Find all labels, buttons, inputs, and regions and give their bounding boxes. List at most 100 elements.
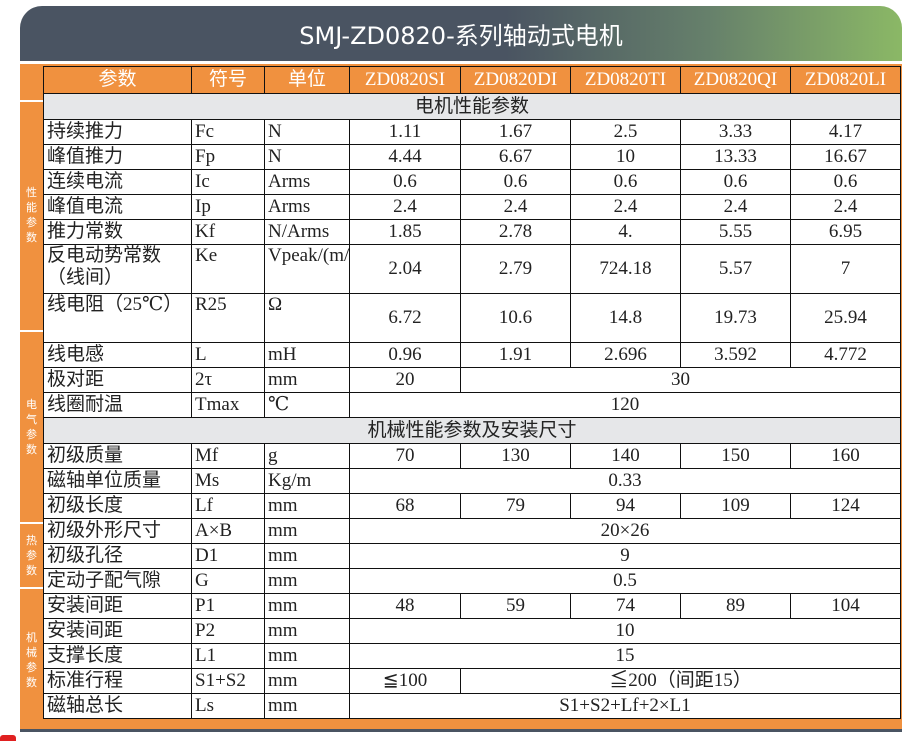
param-value: S1+S2+Lf+2×L1 bbox=[349, 693, 901, 719]
section-title: 机械性能参数及安装尺寸 bbox=[43, 417, 901, 444]
param-value: 2.5 bbox=[570, 119, 681, 145]
column-header: ZD0820SI bbox=[349, 66, 461, 94]
section-row: 机械性能参数及安装尺寸 bbox=[43, 417, 901, 444]
param-name: 推力常数 bbox=[43, 219, 192, 245]
param-symbol: 2τ bbox=[191, 367, 265, 393]
param-unit: mm bbox=[264, 367, 350, 393]
param-value: 0.6 bbox=[570, 169, 681, 195]
param-symbol: Ip bbox=[191, 194, 265, 220]
column-header: 符号 bbox=[191, 66, 265, 94]
param-value: 5.57 bbox=[680, 244, 791, 294]
param-value: 10.6 bbox=[460, 293, 571, 343]
side-section-thermal: 热参数 bbox=[20, 522, 43, 587]
page-title: SMJ-ZD0820-系列轴动式电机 bbox=[299, 22, 623, 50]
param-symbol: S1+S2 bbox=[191, 668, 265, 694]
param-value: 10 bbox=[349, 618, 901, 644]
param-value: 4.44 bbox=[349, 144, 461, 170]
param-value: ≦200（间距15） bbox=[460, 668, 901, 694]
table-row: 安装间距 P2 mm 10 bbox=[43, 618, 901, 644]
param-symbol: Fc bbox=[191, 119, 265, 145]
param-symbol: A×B bbox=[191, 518, 265, 544]
table-row: 推力常数 Kf N/Arms 1.85 2.78 4. 5.55 6.95 bbox=[43, 219, 901, 245]
param-unit: N/Arms bbox=[264, 219, 350, 245]
param-symbol: P2 bbox=[191, 618, 265, 644]
param-value: 74 bbox=[570, 593, 681, 619]
column-header: ZD0820LI bbox=[790, 66, 901, 94]
param-value: 94 bbox=[570, 493, 681, 519]
table-row: 线电阻（25℃） R25 Ω 6.72 10.6 14.8 19.73 25.94 bbox=[43, 293, 901, 343]
param-value: 150 bbox=[680, 443, 791, 469]
param-value: 14.8 bbox=[570, 293, 681, 343]
param-value: 6.67 bbox=[460, 144, 571, 170]
param-value: 0.96 bbox=[349, 342, 461, 368]
param-symbol: D1 bbox=[191, 543, 265, 569]
column-header: ZD0820QI bbox=[680, 66, 791, 94]
column-header: ZD0820TI bbox=[570, 66, 681, 94]
side-section-mechanical: 机械参数 bbox=[20, 587, 43, 730]
param-value: 4.17 bbox=[790, 119, 901, 145]
param-symbol: Mf bbox=[191, 443, 265, 469]
param-unit: Vpeak/(m/s) bbox=[264, 244, 350, 294]
param-unit: mm bbox=[264, 643, 350, 669]
param-unit: mm bbox=[264, 568, 350, 594]
param-unit: g bbox=[264, 443, 350, 469]
param-value: 2.696 bbox=[570, 342, 681, 368]
table-row: 磁轴单位质量 Ms Kg/m 0.33 bbox=[43, 468, 901, 494]
param-value: 1.85 bbox=[349, 219, 461, 245]
side-section-performance: 性能参数 bbox=[20, 100, 43, 327]
param-value: 2.4 bbox=[349, 194, 461, 220]
param-value: 30 bbox=[460, 367, 901, 393]
param-value: 13.33 bbox=[680, 144, 791, 170]
red-mark bbox=[0, 735, 16, 741]
param-value: 48 bbox=[349, 593, 461, 619]
param-name: 磁轴单位质量 bbox=[43, 468, 192, 494]
table-row: 线圈耐温 Tmax ℃ 120 bbox=[43, 392, 901, 418]
param-value: 130 bbox=[460, 443, 571, 469]
param-value: 0.6 bbox=[790, 169, 901, 195]
param-name: 初级长度 bbox=[43, 493, 192, 519]
column-header: 参数 bbox=[43, 66, 192, 94]
spec-table: 参数 符号 单位 ZD0820SI ZD0820DI ZD0820TI ZD0820QI ZD… bbox=[43, 66, 901, 719]
param-value: 0.33 bbox=[349, 468, 901, 494]
param-name: 初级外形尺寸 bbox=[43, 518, 192, 544]
param-value: 5.55 bbox=[680, 219, 791, 245]
param-value: 68 bbox=[349, 493, 461, 519]
param-value: 89 bbox=[680, 593, 791, 619]
param-value: 4. bbox=[570, 219, 681, 245]
table-row: 初级孔径 D1 mm 9 bbox=[43, 543, 901, 569]
param-symbol: Ic bbox=[191, 169, 265, 195]
param-value: 9 bbox=[349, 543, 901, 569]
param-unit: mm bbox=[264, 668, 350, 694]
param-unit: mH bbox=[264, 342, 350, 368]
param-value: 0.5 bbox=[349, 568, 901, 594]
side-section-electrical: 电气参数 bbox=[20, 330, 43, 522]
param-value: 25.94 bbox=[790, 293, 901, 343]
param-symbol: G bbox=[191, 568, 265, 594]
bottom-rule bbox=[20, 729, 902, 732]
param-value: 3.33 bbox=[680, 119, 791, 145]
param-symbol: Ke bbox=[191, 244, 265, 294]
param-value: 2.4 bbox=[570, 194, 681, 220]
param-value: 1.91 bbox=[460, 342, 571, 368]
table-row: 极对距 2τ mm 20 30 bbox=[43, 367, 901, 393]
param-value: 109 bbox=[680, 493, 791, 519]
param-value: 124 bbox=[790, 493, 901, 519]
param-symbol: P1 bbox=[191, 593, 265, 619]
param-name: 安装间距 bbox=[43, 618, 192, 644]
param-name: 定动子配气隙 bbox=[43, 568, 192, 594]
param-value: 79 bbox=[460, 493, 571, 519]
param-value: 2.79 bbox=[460, 244, 571, 294]
param-value: ≦100 bbox=[349, 668, 461, 694]
param-name: 安装间距 bbox=[43, 593, 192, 619]
section-row: 电机性能参数 bbox=[43, 93, 901, 120]
table-row: 标准行程 S1+S2 mm ≦100 ≦200（间距15） bbox=[43, 668, 901, 694]
param-value: 19.73 bbox=[680, 293, 791, 343]
table-row: 安装间距 P1 mm 48 59 74 89 104 bbox=[43, 593, 901, 619]
column-header: 单位 bbox=[264, 66, 350, 94]
param-value: 4.772 bbox=[790, 342, 901, 368]
param-value: 120 bbox=[349, 392, 901, 418]
table-row: 反电动势常数（线间）KeVpeak/(m/s)2.042.79724.185.5… bbox=[43, 244, 901, 294]
param-value: 1.67 bbox=[460, 119, 571, 145]
param-unit: Arms bbox=[264, 194, 350, 220]
